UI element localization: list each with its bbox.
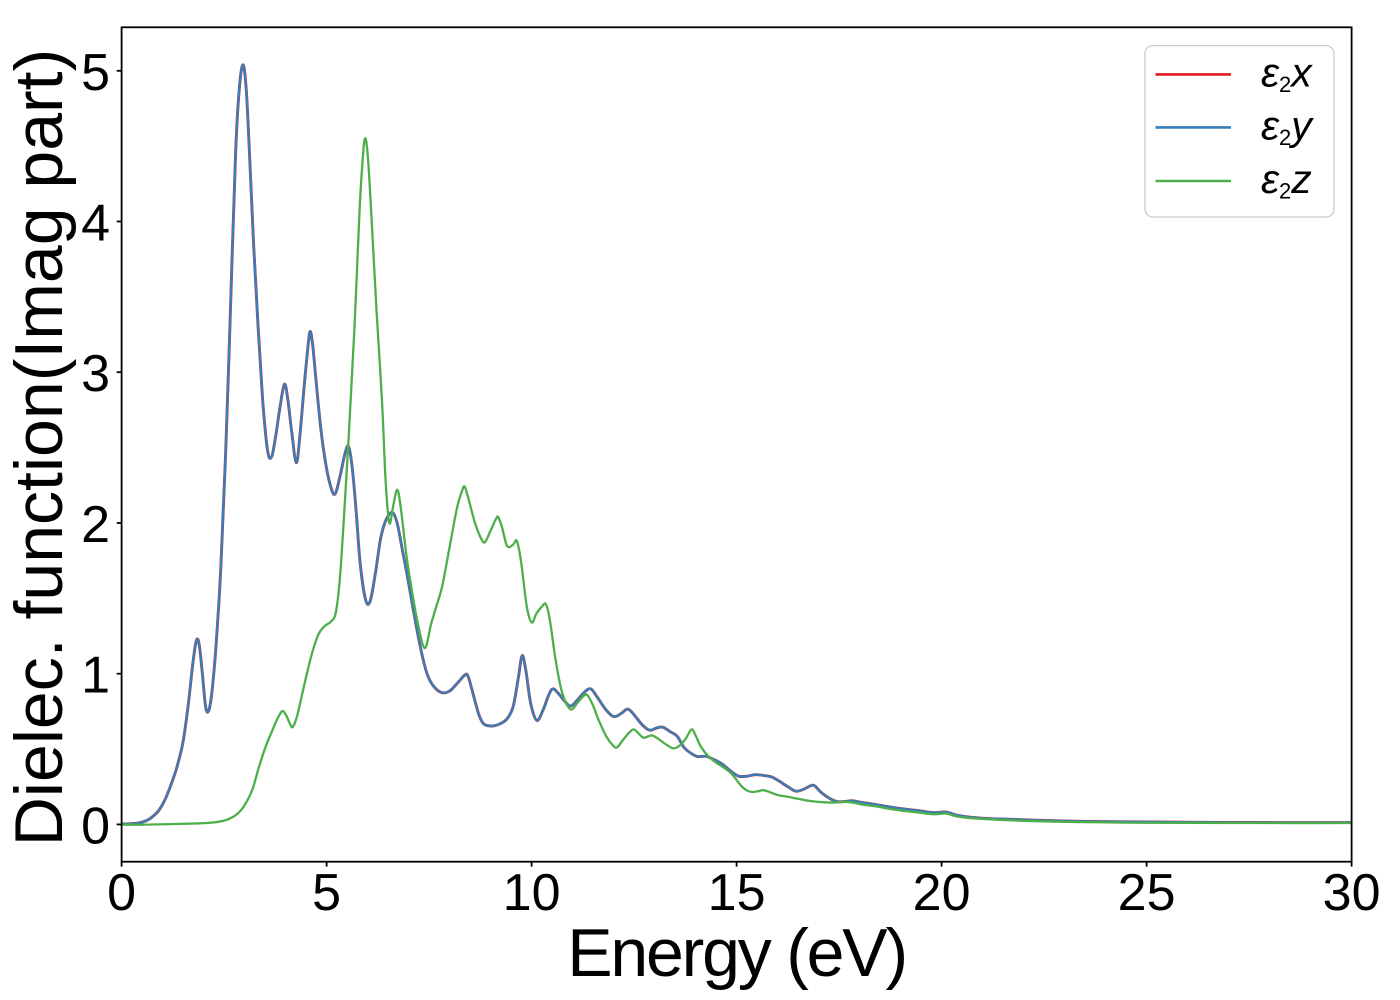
svg-text:3: 3 bbox=[81, 345, 110, 403]
svg-text:15: 15 bbox=[708, 864, 766, 922]
svg-text:0: 0 bbox=[107, 864, 136, 922]
svg-text:1: 1 bbox=[81, 647, 110, 705]
svg-text:30: 30 bbox=[1323, 864, 1381, 922]
svg-text:5: 5 bbox=[312, 864, 341, 922]
svg-text:2: 2 bbox=[81, 496, 110, 554]
svg-text:4: 4 bbox=[81, 195, 110, 253]
svg-text:5: 5 bbox=[81, 44, 110, 102]
svg-text:ε2x: ε2x bbox=[1261, 49, 1313, 97]
svg-text:10: 10 bbox=[503, 864, 561, 922]
svg-text:20: 20 bbox=[913, 864, 971, 922]
svg-text:0: 0 bbox=[81, 797, 110, 855]
svg-text:Energy (eV): Energy (eV) bbox=[567, 915, 906, 991]
svg-text:25: 25 bbox=[1118, 864, 1176, 922]
svg-text:Dielec. function(Imag part): Dielec. function(Imag part) bbox=[1, 49, 77, 846]
